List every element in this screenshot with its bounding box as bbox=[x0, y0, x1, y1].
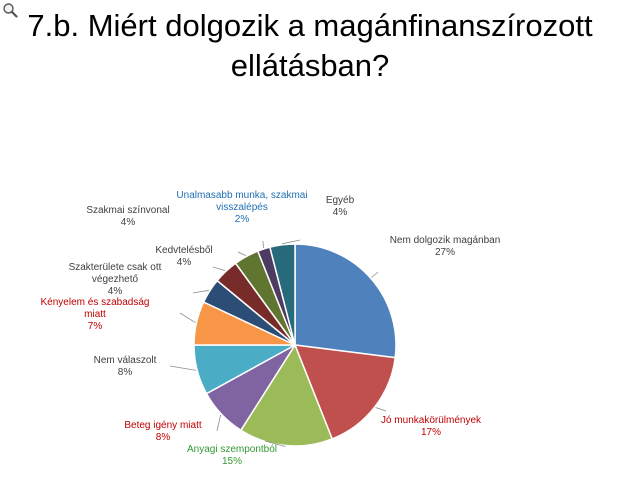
leader-line-8 bbox=[237, 251, 247, 256]
slice-label-text: Egyéb bbox=[326, 195, 355, 206]
slice-label-text: Anyagi szempontból bbox=[187, 444, 277, 455]
leader-line-0 bbox=[371, 271, 379, 278]
slice-percent: 4% bbox=[121, 217, 136, 228]
slice-percent: 4% bbox=[108, 286, 123, 297]
slice-percent: 8% bbox=[118, 367, 133, 378]
slice-label-text: Unalmasabb munka, szakmai bbox=[176, 190, 307, 201]
slice-label-text: Jó munkakörülmények bbox=[381, 415, 482, 426]
chart-title-line-1: 7.b. Miért dolgozik a magánfinanszírozot… bbox=[27, 8, 593, 43]
slice-percent: 17% bbox=[421, 427, 441, 438]
leader-line-7 bbox=[212, 266, 226, 271]
slice-percent: 8% bbox=[156, 432, 171, 443]
slice-label-text: Nem dolgozik magánban bbox=[390, 235, 501, 246]
slice-label-1: Jó munkakörülmények 17% bbox=[381, 415, 482, 438]
slice-label-text: Szakmai színvonal bbox=[86, 205, 169, 216]
leader-line-3 bbox=[216, 414, 221, 432]
slice-percent: 7% bbox=[88, 321, 103, 332]
pie-slice-2 bbox=[239, 343, 334, 447]
slice-label-2: Anyagi szempontból 15% bbox=[187, 444, 277, 467]
slice-label-4: Nem válaszolt 8% bbox=[94, 355, 157, 378]
slice-label-text: Kedvtelésből bbox=[155, 245, 212, 256]
slice-label-5: Kényelem és szabadság miatt 7% bbox=[41, 297, 150, 332]
slice-label-0: Nem dolgozik magánban 27% bbox=[390, 235, 501, 258]
slice-label-9: Unalmasabb munka, szakmai visszalépés 2% bbox=[176, 190, 307, 225]
slice-percent: 2% bbox=[235, 214, 250, 225]
slice-percent: 27% bbox=[435, 247, 455, 258]
leader-line-10 bbox=[282, 239, 301, 245]
slice-label-text: Nem válaszolt bbox=[94, 355, 157, 366]
slice-percent: 4% bbox=[177, 257, 192, 268]
slice-label-text: miatt bbox=[84, 309, 106, 320]
slice-label-text: végezhető bbox=[92, 274, 139, 285]
leader-lines bbox=[169, 239, 387, 447]
slice-label-6: Szakterülete csak ott végezhető 4% bbox=[69, 262, 162, 297]
leader-line-9 bbox=[262, 240, 264, 249]
chart-title-line-2: ellátásban? bbox=[230, 48, 390, 83]
pie-slice-1 bbox=[293, 344, 397, 440]
slice-label-text: visszalépés bbox=[216, 202, 268, 213]
slice-percent: 15% bbox=[222, 456, 242, 467]
slice-percent: 4% bbox=[333, 207, 348, 218]
chart-title: 7.b. Miért dolgozik a magánfinanszírozot… bbox=[0, 6, 620, 86]
slice-label-8: Szakmai színvonal 4% bbox=[86, 205, 169, 228]
leader-line-4 bbox=[169, 365, 197, 371]
slice-label-10: Egyéb 4% bbox=[326, 195, 355, 218]
slice-labels: Nem dolgozik magánban 27% Jó munkakörülmén… bbox=[41, 190, 501, 467]
slice-label-text: Kényelem és szabadság bbox=[41, 297, 150, 308]
pie-slices bbox=[193, 243, 397, 447]
zoom-icon[interactable] bbox=[2, 2, 18, 18]
slice-label-text: Szakterülete csak ott bbox=[69, 262, 162, 273]
slice-label-text: Beteg igény miatt bbox=[124, 420, 201, 431]
leader-line-1 bbox=[375, 407, 387, 412]
leader-line-6 bbox=[192, 289, 209, 294]
slice-label-3: Beteg igény miatt 8% bbox=[124, 420, 201, 443]
leader-line-2 bbox=[264, 440, 286, 447]
leader-line-5 bbox=[179, 312, 196, 324]
pie-slice-10 bbox=[268, 243, 296, 346]
slice-label-7: Kedvtelésből 4% bbox=[155, 245, 212, 268]
pie-slice-0 bbox=[294, 243, 397, 359]
